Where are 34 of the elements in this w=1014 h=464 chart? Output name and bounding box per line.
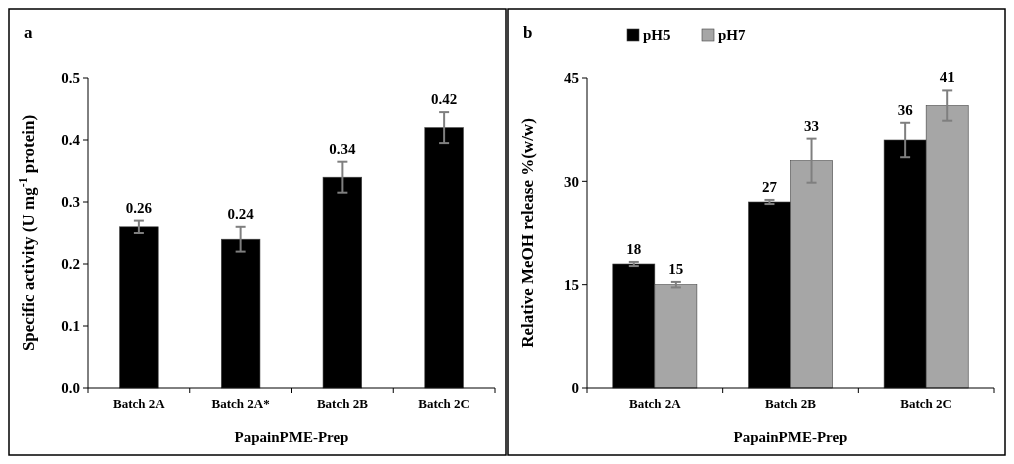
data-label: 41: [939, 69, 955, 86]
y-tick-label: 0.1: [61, 318, 80, 335]
x-tick-label: Batch 2A: [629, 396, 682, 411]
data-label: 0.42: [431, 91, 458, 108]
y-tick-label: 0.0: [61, 380, 80, 397]
y-tick-label: 30: [564, 173, 579, 190]
data-label: 15: [668, 260, 684, 277]
data-label: 0.24: [227, 205, 255, 222]
x-tick-label: Batch 2A: [113, 396, 166, 411]
x-axis-title: PapainPME-Prep: [733, 429, 848, 445]
y-tick-label: 0.4: [61, 132, 81, 149]
y-tick-label: 45: [564, 70, 579, 87]
x-tick-label: Batch 2C: [900, 396, 952, 411]
y-tick-label: 0.2: [61, 256, 80, 273]
data-label: 33: [804, 117, 820, 134]
data-label: 0.26: [125, 199, 153, 216]
x-axis-title: PapainPME-Prep: [234, 429, 349, 445]
x-tick-label: Batch 2B: [765, 396, 817, 411]
chart-title: b: [523, 23, 533, 42]
data-label: 36: [897, 101, 914, 118]
legend-label: pH7: [718, 27, 747, 43]
data-label: 27: [761, 178, 778, 195]
data-label: 0.34: [329, 140, 356, 157]
x-tick-label: Batch 2C: [418, 396, 470, 411]
y-tick-label: 0.3: [61, 194, 80, 211]
data-label: 18: [626, 240, 642, 257]
x-tick-label: Batch 2B: [316, 396, 369, 411]
legend-label: pH5: [643, 27, 671, 43]
x-tick-label: Batch 2A*: [211, 396, 270, 411]
y-tick-label: 0.5: [61, 70, 80, 87]
y-tick-label: 0: [571, 380, 579, 397]
y-tick-label: 15: [564, 276, 579, 293]
chart-title: a: [24, 23, 33, 42]
y-axis-title: Relative MeOH release %(w/w): [518, 118, 537, 348]
